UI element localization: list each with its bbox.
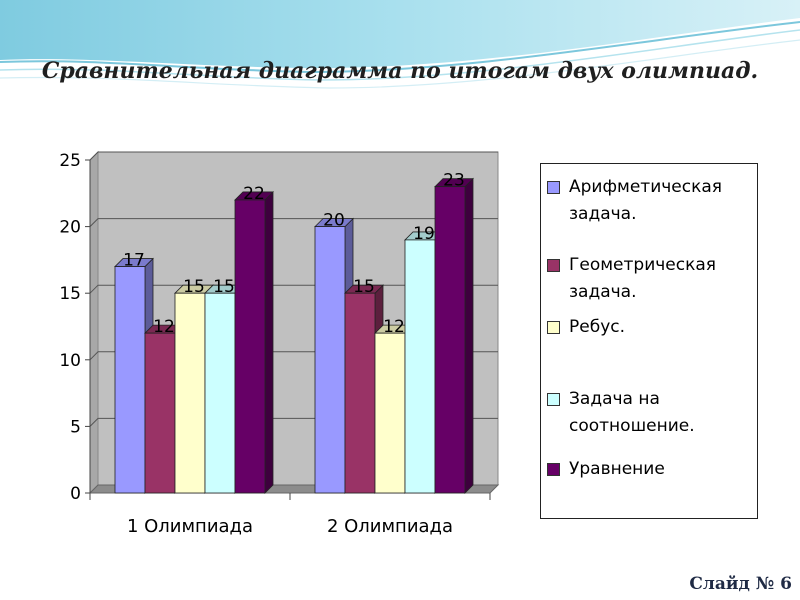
bar-data-label: 12 bbox=[383, 317, 405, 337]
y-tick-label: 10 bbox=[59, 351, 81, 371]
bar-data-label: 15 bbox=[213, 277, 235, 297]
legend-swatch bbox=[547, 321, 560, 334]
header-wave-decoration bbox=[0, 0, 800, 89]
x-category-label: 1 Олимпиада bbox=[127, 516, 253, 537]
x-category-label: 2 Олимпиада bbox=[327, 516, 453, 537]
legend-label: Геометрическая задача. bbox=[569, 255, 717, 302]
legend-label: Арифметическая задача. bbox=[569, 177, 722, 224]
chart-side-wall bbox=[89, 150, 99, 495]
y-tick-label: 25 bbox=[59, 151, 81, 171]
legend-item: Уравнение bbox=[547, 456, 753, 483]
slide-title: Сравнительная диаграмма по итогам двух о… bbox=[41, 58, 759, 84]
y-tick-label: 20 bbox=[59, 218, 81, 238]
bar-data-label: 23 bbox=[443, 171, 465, 191]
bar bbox=[114, 266, 146, 494]
legend-item: Задача на соотношение. bbox=[547, 386, 753, 440]
y-tick-label: 15 bbox=[59, 284, 81, 304]
bar-side bbox=[464, 177, 474, 494]
y-tick-label: 5 bbox=[70, 417, 81, 437]
bar-data-label: 12 bbox=[153, 317, 175, 337]
bar bbox=[144, 332, 176, 494]
legend-label: Ребус. bbox=[569, 317, 626, 337]
bar bbox=[314, 226, 346, 494]
bar-data-label: 19 bbox=[413, 224, 435, 244]
legend-item: Арифметическая задача. bbox=[547, 174, 753, 228]
gridline bbox=[89, 151, 498, 161]
legend-label: Задача на соотношение. bbox=[569, 389, 695, 436]
bar bbox=[434, 186, 466, 494]
legend-swatch bbox=[547, 393, 560, 406]
bar bbox=[374, 332, 406, 494]
legend-item: Ребус. bbox=[547, 314, 753, 341]
slide-number: Слайд № 6 bbox=[689, 574, 792, 594]
bar-side bbox=[264, 190, 274, 494]
gridline bbox=[89, 218, 498, 227]
bar-data-label: 15 bbox=[183, 277, 205, 297]
legend-label: Уравнение bbox=[569, 459, 665, 479]
bar-data-label: 20 bbox=[323, 211, 345, 231]
bar-data-label: 17 bbox=[123, 251, 145, 271]
bar bbox=[404, 239, 436, 494]
y-tick-label: 0 bbox=[70, 484, 81, 504]
legend-swatch bbox=[547, 259, 560, 272]
legend-swatch bbox=[547, 463, 560, 476]
legend-item: Геометрическая задача. bbox=[547, 252, 753, 306]
bar bbox=[234, 199, 266, 494]
chart-legend: Арифметическая задача. Геометрическая зад… bbox=[540, 163, 758, 519]
legend-swatch bbox=[547, 181, 560, 194]
bar-data-label: 22 bbox=[243, 184, 265, 204]
bar bbox=[204, 292, 236, 494]
bar bbox=[344, 292, 376, 494]
bar-data-label: 15 bbox=[353, 277, 375, 297]
bar bbox=[174, 292, 206, 494]
